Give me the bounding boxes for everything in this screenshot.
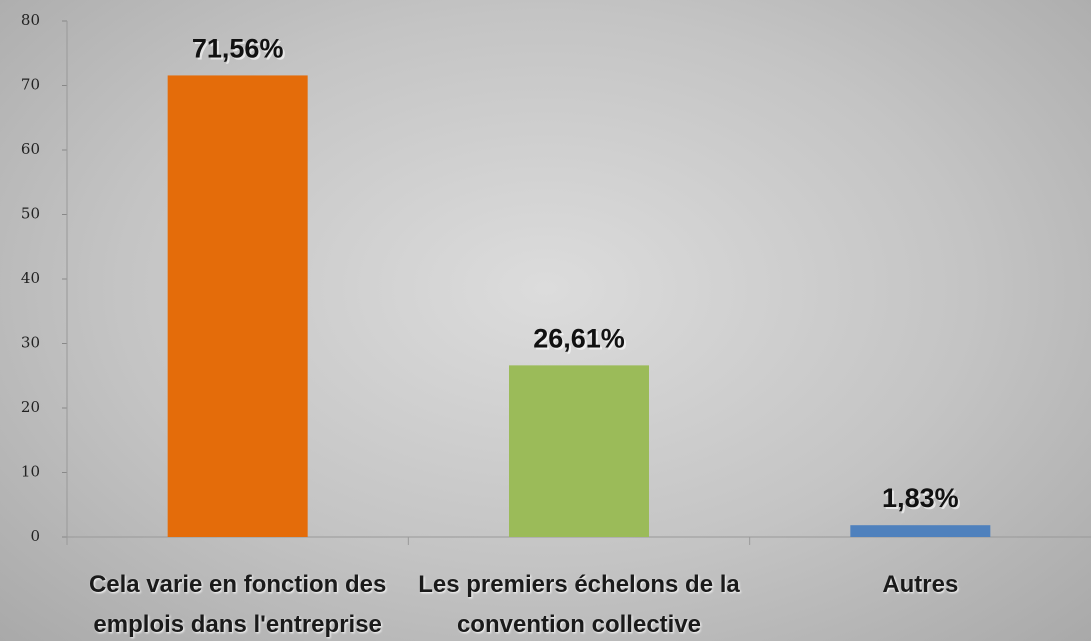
x-tick-label: Autres [882, 571, 959, 598]
y-tick-label: 20 [21, 398, 40, 416]
value-label-shadow: 26,61% [535, 325, 627, 355]
value-label: 26,61% [533, 323, 625, 353]
value-label-shadow: 71,56% [194, 35, 286, 65]
bar [167, 75, 308, 538]
bar [509, 365, 649, 537]
y-tick-label: 70 [21, 76, 40, 94]
y-tick-label: 10 [21, 463, 40, 481]
value-label: 71,56% [192, 33, 284, 63]
x-tick-label: Cela varie en fonction des emplois dans … [88, 571, 387, 638]
value-label: 1,83% [882, 483, 959, 513]
y-tick-label: 0 [30, 527, 40, 545]
bar [850, 525, 991, 537]
y-tick-label: 30 [21, 334, 40, 352]
y-tick-label: 50 [21, 205, 40, 223]
y-tick-label: 60 [21, 140, 40, 158]
value-label-shadow: 1,83% [884, 485, 961, 515]
y-tick-label: 80 [21, 11, 40, 29]
y-tick-label: 40 [21, 269, 40, 287]
x-tick-label: Les premiers échelons de la convention c… [418, 571, 740, 638]
